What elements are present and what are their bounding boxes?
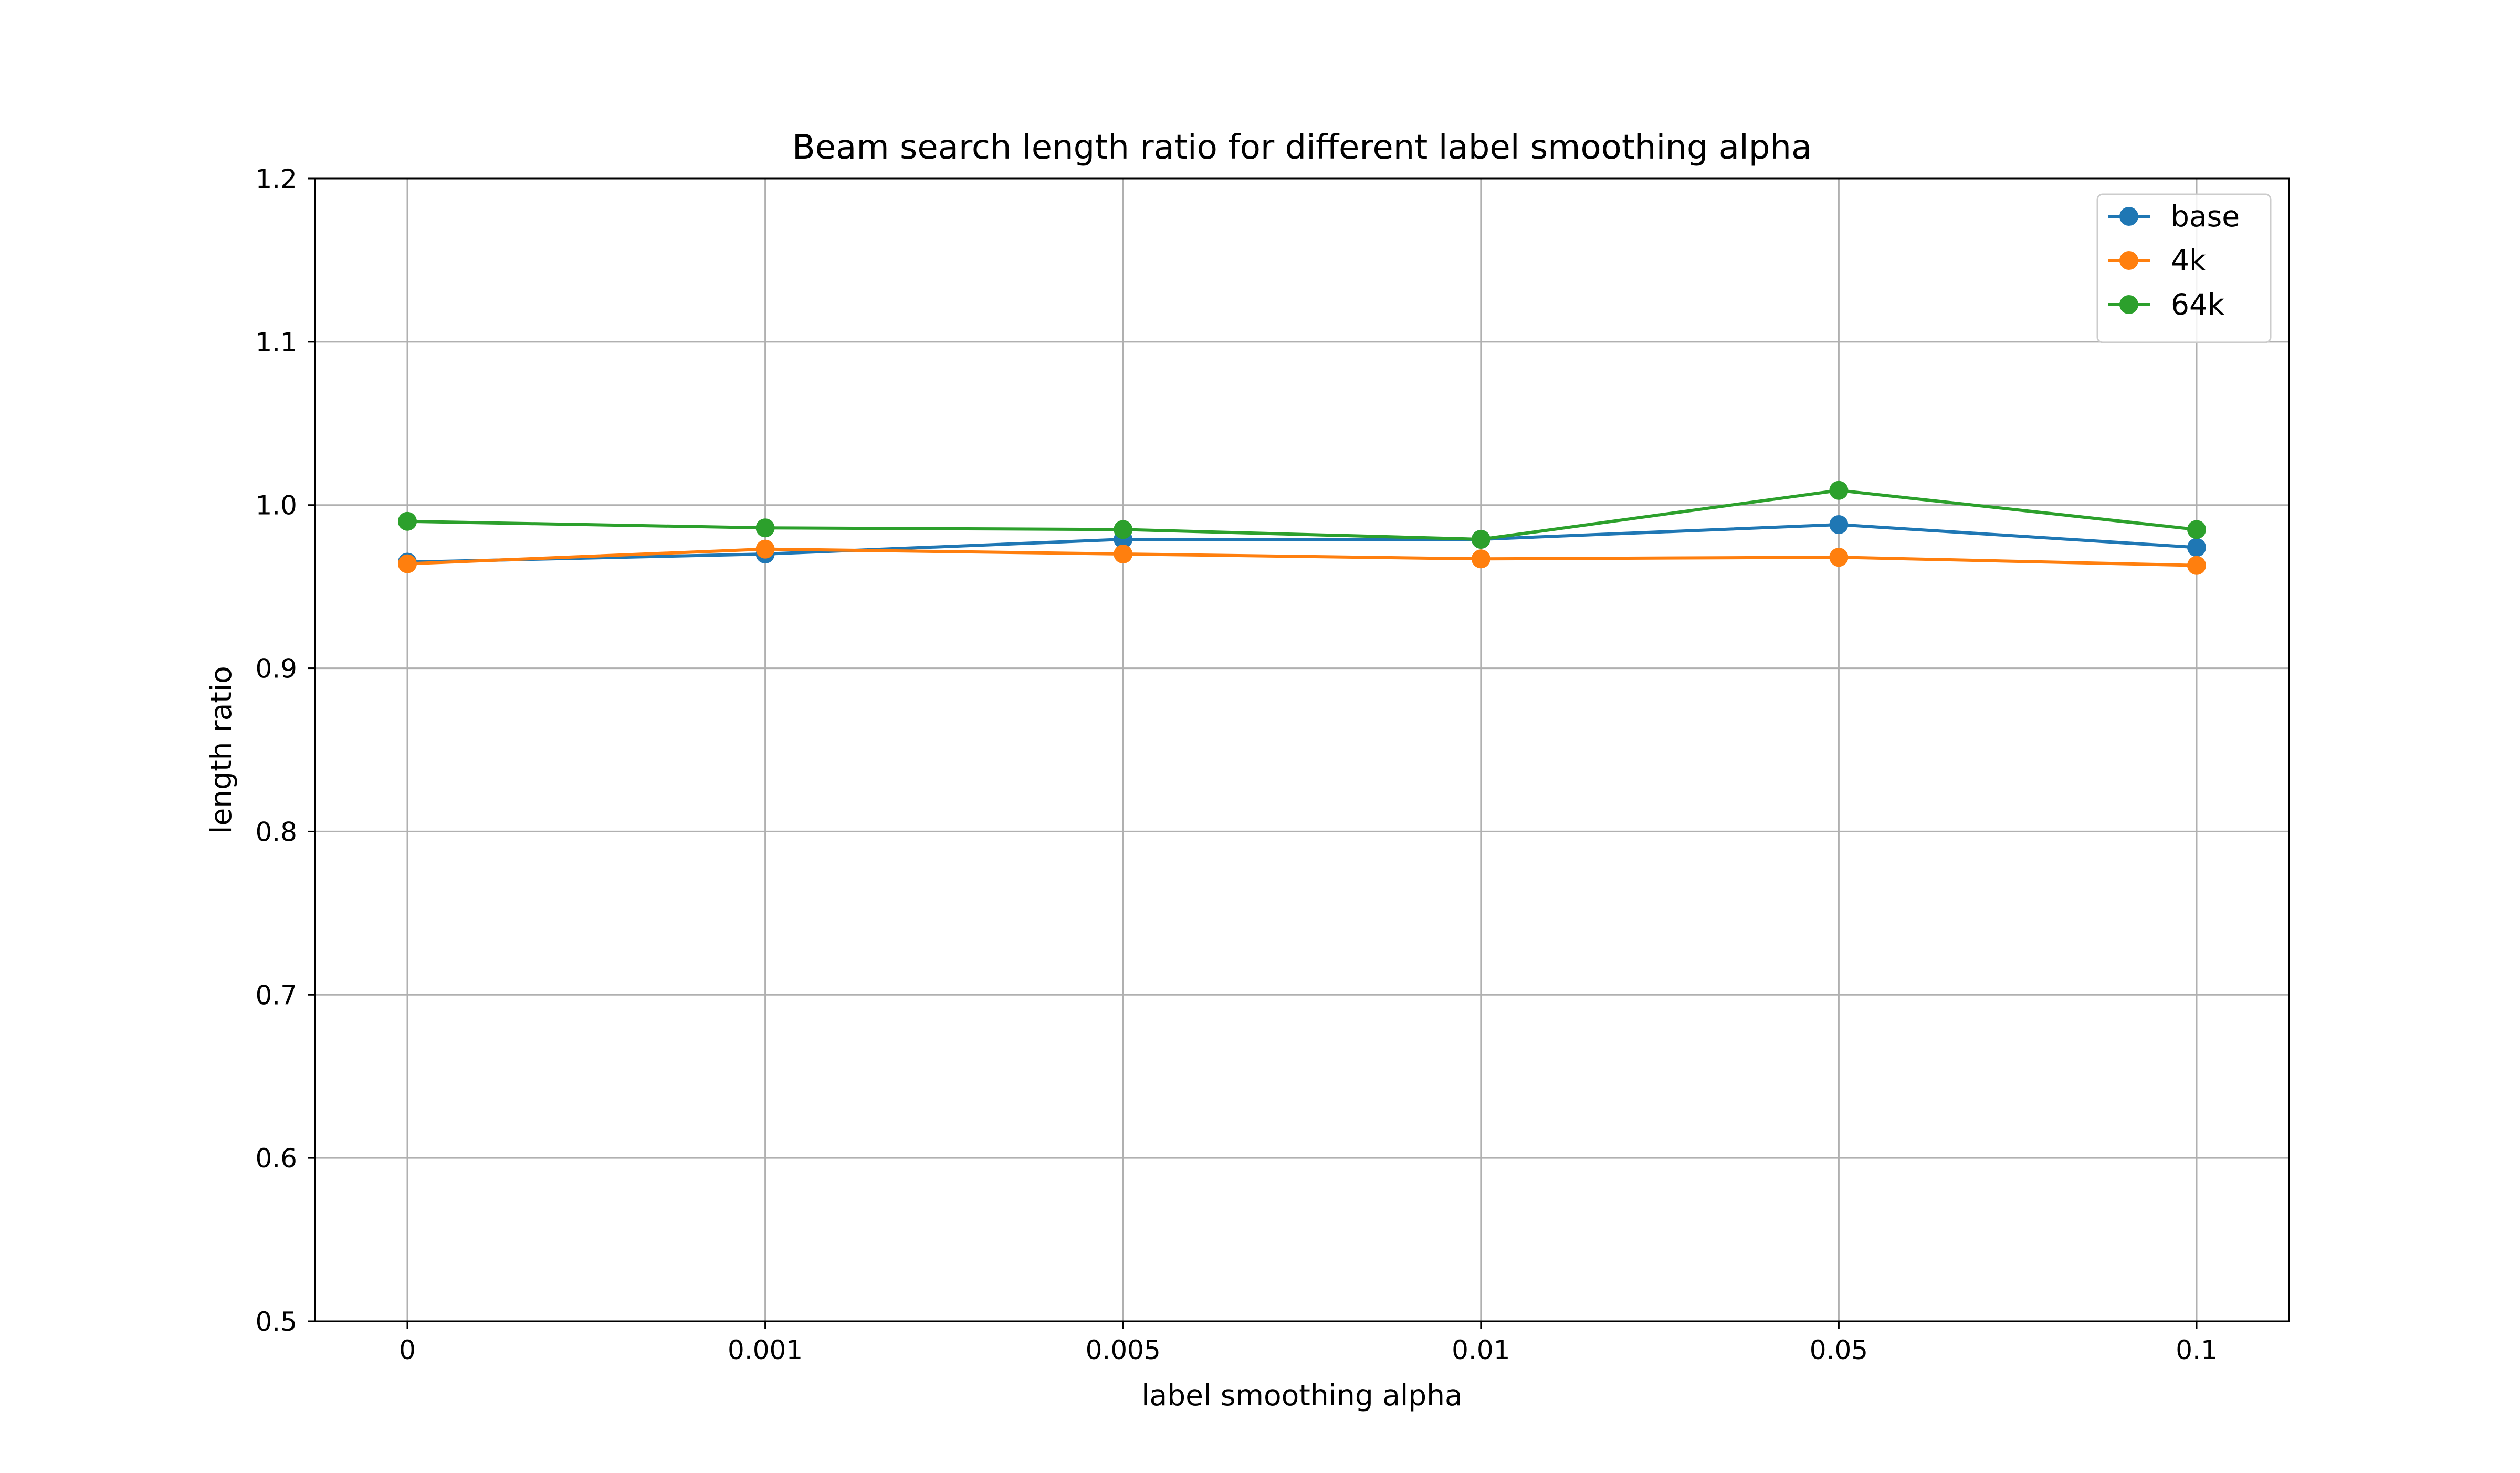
- y-tick-label: 0.5: [255, 1307, 297, 1337]
- data-point-4k: [755, 539, 775, 559]
- axis-ticks: 0 0.001 0.005 0.01 0.05 0.1 0.5 0.6 0.7 0.8 0.9 1.0…: [255, 164, 2217, 1365]
- legend: base 4k 64k: [2096, 193, 2272, 343]
- data-point-4k: [1829, 548, 1849, 567]
- legend-marker-base: [2119, 207, 2138, 226]
- data-point-4k: [1114, 544, 1133, 563]
- x-tick-label: 0: [399, 1335, 416, 1365]
- data-point-64k: [755, 518, 775, 538]
- data-point-64k: [1471, 529, 1490, 549]
- y-tick-label: 0.7: [255, 980, 297, 1010]
- data-point-4k: [1471, 549, 1490, 569]
- x-tick-label: 0.01: [1452, 1335, 1510, 1365]
- data-point-64k: [1829, 480, 1849, 500]
- legend-label-64k: 64k: [2171, 288, 2224, 321]
- data-point-64k: [398, 511, 417, 531]
- series-line-base: [407, 523, 2197, 564]
- series-4k: [398, 539, 2206, 575]
- x-tick-label: 0.005: [1086, 1335, 1161, 1365]
- data-point-4k: [2187, 556, 2206, 575]
- y-tick-label: 1.2: [255, 164, 297, 194]
- x-axis-title: label smoothing alpha: [1141, 1378, 1462, 1412]
- y-axis-title: length ratio: [204, 666, 238, 834]
- x-tick-label: 0.001: [728, 1335, 803, 1365]
- plot-frame: [314, 177, 2290, 1322]
- data-point-base: [1829, 515, 1849, 535]
- legend-marker-4k: [2119, 251, 2138, 270]
- y-tick-label: 0.6: [255, 1143, 297, 1174]
- legend-label-4k: 4k: [2171, 244, 2206, 277]
- x-tick-label: 0.05: [1810, 1335, 1868, 1365]
- data-point-64k: [2187, 520, 2206, 539]
- y-tick-label: 1.0: [255, 490, 297, 521]
- y-tick-label: 0.8: [255, 817, 297, 847]
- series-64k: [398, 480, 2206, 549]
- legend-label-base: base: [2171, 200, 2240, 233]
- data-point-4k: [398, 554, 417, 573]
- y-tick-label: 1.1: [255, 327, 297, 358]
- data-point-64k: [1114, 520, 1133, 539]
- series-line-64k: [407, 488, 2197, 541]
- x-tick-label: 0.1: [2176, 1335, 2218, 1365]
- y-tick-label: 0.9: [255, 654, 297, 684]
- series-group: [398, 480, 2206, 575]
- series-line-4k: [407, 547, 2197, 567]
- data-point-base: [2187, 538, 2206, 557]
- legend-marker-64k: [2119, 295, 2138, 314]
- chart-title: Beam search length ratio for different l…: [792, 128, 1812, 167]
